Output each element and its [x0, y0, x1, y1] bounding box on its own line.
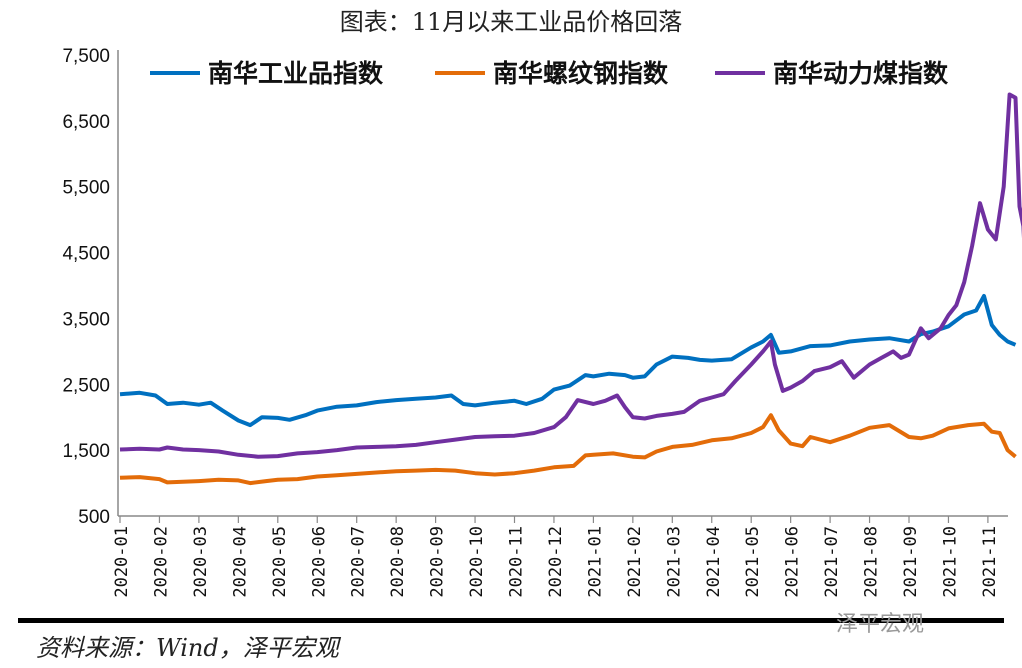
series-line-2	[119, 413, 1017, 486]
y-tick-label: 500	[78, 507, 110, 528]
x-tick-label: 2020-04	[230, 526, 250, 598]
x-tick-label: 2020-01	[112, 526, 132, 598]
y-tick-label: 1,500	[62, 441, 110, 462]
x-tick-label: 2020-10	[467, 526, 487, 598]
x-tick-label: 2020-02	[151, 526, 171, 598]
divider	[18, 618, 1004, 623]
x-tick-label: 2020-08	[388, 526, 408, 598]
y-tick-label: 2,500	[62, 375, 110, 396]
x-tick-label: 2020-06	[309, 526, 329, 598]
watermark: 泽平宏观	[836, 612, 925, 637]
series-line-3	[119, 92, 1022, 459]
series-line-1	[119, 294, 1017, 428]
y-tick-label: 3,500	[62, 309, 110, 330]
legend-label-2: 南华螺纹钢指数	[493, 59, 669, 88]
x-tick-label: 2021-02	[625, 526, 645, 598]
x-tick-label: 2021-11	[980, 526, 1000, 598]
x-tick-label: 2020-07	[349, 526, 369, 598]
x-tick-label: 2020-03	[191, 526, 211, 598]
x-tick-label: 2021-07	[822, 526, 842, 598]
x-tick-label: 2020-12	[546, 526, 566, 598]
y-tick-label: 7,500	[62, 46, 110, 67]
x-tick-label: 2020-09	[428, 526, 448, 598]
x-tick-label: 2021-04	[704, 526, 724, 598]
x-tick-label: 2021-10	[940, 526, 960, 598]
x-tick-label: 2021-08	[862, 526, 882, 598]
legend-label-3: 南华动力煤指数	[773, 59, 949, 88]
y-tick-label: 6,500	[62, 112, 110, 133]
legend-label-1: 南华工业品指数	[208, 59, 384, 88]
source-note: 资料来源：Wind，泽平宏观	[36, 634, 339, 662]
chart-title: 图表：11月以来工业品价格回落	[339, 8, 683, 36]
x-tick-label: 2021-01	[585, 526, 605, 598]
x-tick-label: 2021-09	[901, 526, 921, 598]
y-tick-label: 5,500	[62, 178, 110, 199]
x-tick-label: 2021-05	[743, 526, 763, 598]
x-tick-label: 2021-03	[664, 526, 684, 598]
x-tick-label: 2020-05	[270, 526, 290, 598]
x-tick-label: 2020-11	[507, 526, 527, 598]
y-tick-label: 4,500	[62, 244, 110, 265]
x-tick-label: 2021-06	[783, 526, 803, 598]
